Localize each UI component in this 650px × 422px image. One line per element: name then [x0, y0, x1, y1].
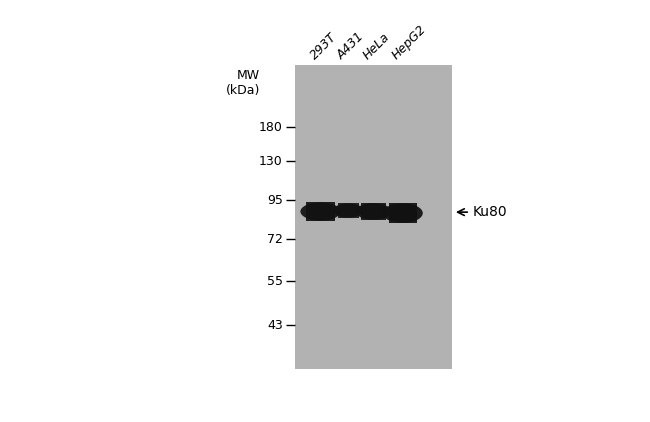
Bar: [295, 65, 452, 369]
Bar: [337, 203, 359, 218]
Bar: [361, 203, 385, 220]
Text: 95: 95: [267, 194, 283, 207]
Ellipse shape: [356, 203, 391, 220]
Text: A431: A431: [335, 30, 367, 62]
Text: 180: 180: [259, 121, 283, 133]
Text: HepG2: HepG2: [389, 23, 429, 62]
Text: HeLa: HeLa: [361, 30, 393, 62]
Text: 43: 43: [267, 319, 283, 332]
Text: Ku80: Ku80: [473, 205, 507, 219]
Text: 130: 130: [259, 154, 283, 168]
Text: 293T: 293T: [308, 30, 339, 62]
Text: MW
(kDa): MW (kDa): [226, 68, 260, 97]
Ellipse shape: [333, 203, 363, 218]
Bar: [306, 203, 335, 221]
Ellipse shape: [300, 203, 341, 221]
Bar: [389, 203, 417, 223]
Text: 72: 72: [267, 233, 283, 246]
Text: 55: 55: [266, 275, 283, 288]
Ellipse shape: [382, 203, 422, 223]
